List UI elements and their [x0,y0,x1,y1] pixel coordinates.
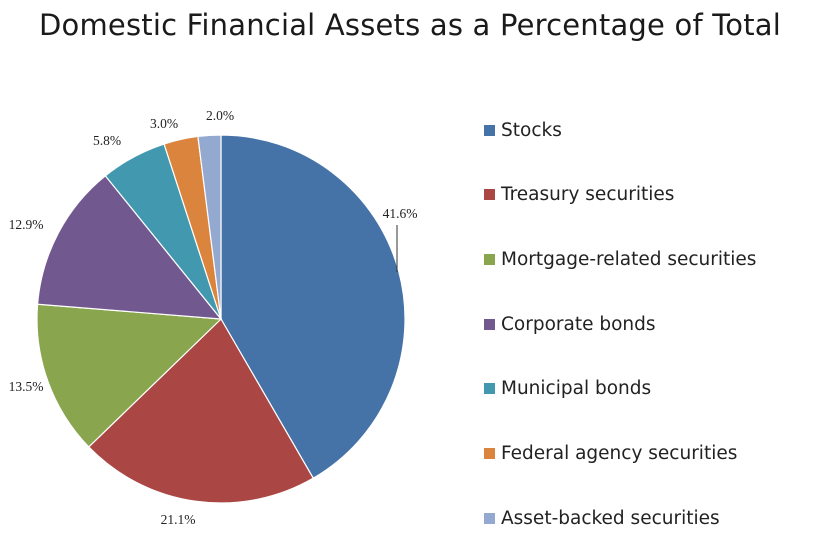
legend-label: Mortgage-related securities [501,248,757,270]
legend-item-municipal-bonds: Municipal bonds [484,377,651,401]
data-label-municipal-bonds: 5.8% [93,133,121,148]
pie-slice-stocks [220,134,406,480]
legend-swatch [484,512,495,524]
legend-item-corporate-bonds: Corporate bonds [484,312,656,336]
legend-swatch [484,124,495,136]
data-label-corporate-bonds: 12.9% [9,217,44,232]
legend-label: Municipal bonds [501,378,652,400]
pie-slice-asset-backed-securities [197,134,222,320]
data-label-treasury-securities: 21.1% [161,512,196,527]
legend-item-treasury-securities: Treasury securities [484,183,674,207]
data-label-mortgage-related-securities: 13.5% [9,379,44,394]
pie-slice-corporate-bonds [36,174,223,320]
legend-swatch [484,318,495,330]
legend-item-asset-backed-securities: Asset-backed securities [484,506,720,530]
data-label-stocks: 41.6% [383,206,418,221]
legend-item-stocks: Stocks [484,118,562,142]
pie-slice-treasury-securities [87,318,315,504]
chart-title: Domestic Financial Assets as a Percentag… [38,8,781,42]
data-label-federal-agency-securities: 3.0% [150,116,178,131]
legend-label: Corporate bonds [501,313,656,335]
legend-item-mortgage-related-securities: Mortgage-related securities [484,247,756,271]
pie-slices [36,134,406,504]
legend-item-federal-agency-securities: Federal agency securities [484,442,737,466]
data-label-asset-backed-securities: 2.0% [206,108,234,123]
data-labels: 41.6% 21.1% 13.5% 12.9% 5.8% 3.0% 2.0% [9,108,418,527]
legend-label: Stocks [501,119,562,141]
legend-swatch [484,189,495,201]
legend-swatch [484,383,495,395]
legend-label: Federal agency securities [501,443,738,464]
legend-swatch [484,448,495,459]
legend-swatch [484,253,495,265]
legend-label: Treasury securities [501,184,675,206]
pie-slice-mortgage-related-securities [36,303,223,448]
legend-label: Asset-backed securities [501,507,720,529]
